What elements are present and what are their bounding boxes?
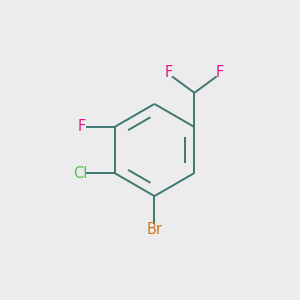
Text: Cl: Cl	[73, 166, 88, 181]
Text: F: F	[164, 65, 172, 80]
Text: Br: Br	[146, 222, 163, 237]
Text: F: F	[77, 119, 86, 134]
Text: F: F	[216, 65, 224, 80]
